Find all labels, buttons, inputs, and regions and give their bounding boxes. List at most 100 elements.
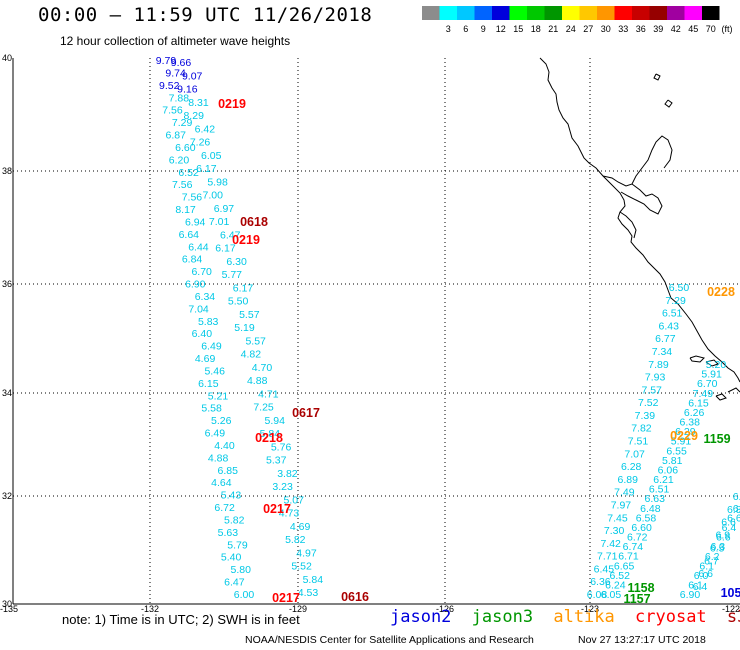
wave-height-label: 7.71	[597, 551, 618, 563]
wave-height-label: 5.58	[201, 403, 222, 415]
wave-height-label: 6.49	[201, 341, 222, 353]
wave-height-label: 7.01	[209, 216, 230, 228]
wave-height-label: 6.9	[716, 530, 731, 542]
wave-height-label: 5.77	[222, 269, 243, 281]
wave-height-label: 6.7	[704, 555, 719, 567]
wave-height-label: 7.04	[188, 303, 209, 315]
scale-tick-label: 24	[566, 24, 576, 34]
wave-height-label: 5.46	[204, 365, 225, 377]
wave-height-label: 5.91	[701, 369, 722, 381]
lat-tick-label: 32	[2, 491, 12, 501]
wave-height-label: 6.28	[621, 461, 642, 473]
wave-height-label: 5.84	[303, 574, 324, 586]
lat-tick-label: 36	[2, 279, 12, 289]
pass-time-label: 0217	[272, 591, 300, 605]
wave-height-label: 4.97	[296, 547, 317, 559]
wave-height-label: 7.89	[648, 359, 669, 371]
wave-height-label: 6.1	[699, 560, 714, 572]
satellite-legend-cryosat: cryosat	[635, 607, 707, 627]
wave-height-label: 6.34	[195, 291, 216, 303]
lat-tick-label: 30	[2, 599, 12, 609]
wave-height-label: 6.51	[649, 484, 670, 496]
wave-height-label: 6.97	[214, 203, 235, 215]
wave-height-label: 7.49	[693, 388, 714, 400]
wave-height-label: 9.52	[159, 80, 180, 92]
california-coastline	[539, 57, 740, 383]
wave-height-label: 6.72	[214, 502, 235, 514]
wave-height-label: 4.73	[279, 508, 300, 520]
wave-height-label: 4.69	[290, 521, 311, 533]
chart-subtitle: 12 hour collection of altimeter wave hei…	[60, 34, 291, 48]
wave-height-label: 9.16	[177, 84, 198, 96]
wave-height-label: 7.45	[607, 512, 628, 524]
lat-tick-label: 40	[2, 53, 12, 63]
wave-height-label: 5.76	[271, 441, 292, 453]
wave-height-label: 6.48	[640, 503, 661, 515]
wave-height-label: 6.29	[675, 426, 696, 438]
wave-height-label: 6.43	[659, 320, 680, 332]
wave-height-label: 7.30	[604, 525, 625, 537]
wave-height-label: 6.49	[205, 428, 226, 440]
wave-height-label: 7.42	[600, 538, 621, 550]
scale-swatch	[422, 6, 440, 20]
wave-height-label: 6.30	[226, 256, 247, 268]
wave-height-label: 6.50	[669, 282, 690, 294]
wave-height-label: 8.31	[188, 97, 209, 109]
channel-islands-2	[705, 359, 719, 367]
wave-height-label: 6.6	[727, 513, 740, 525]
scale-tick-label: 3	[446, 24, 451, 34]
wave-height-label: 6.7	[733, 491, 740, 503]
lon-tick-label: -123	[581, 604, 599, 614]
delta-outline	[631, 135, 673, 185]
wave-height-label: 5.84	[260, 428, 281, 440]
wave-height-label: 6.90	[680, 589, 701, 601]
scale-unit-label: (ft)	[722, 24, 733, 34]
scale-swatch	[579, 6, 597, 20]
scale-tick-label: 36	[636, 24, 646, 34]
scale-tick-label: 39	[653, 24, 663, 34]
channel-islands-1	[689, 355, 705, 363]
lat-tick-label: 38	[2, 166, 12, 176]
wave-height-label: 4.70	[252, 362, 273, 374]
small-lake-1	[653, 73, 661, 81]
wave-height-label: 6.3	[710, 541, 725, 553]
scale-swatch	[562, 6, 580, 20]
wave-height-label: 5.52	[291, 561, 312, 573]
sf-bay	[602, 175, 663, 215]
wave-height-label: 6.77	[655, 333, 676, 345]
wave-height-label: 6.70	[697, 378, 718, 390]
wave-height-label: 5.91	[671, 436, 692, 448]
wave-height-label: 7.26	[190, 137, 211, 149]
wave-height-label: 5.50	[228, 296, 249, 308]
scale-tick-label: 70	[706, 24, 716, 34]
satellite-legend-jason2: jason2	[390, 607, 452, 627]
wave-height-label: 6.05	[601, 589, 622, 601]
pass-time-label: 0219	[218, 97, 246, 111]
wave-height-label: 6.17	[215, 243, 236, 255]
wave-height-label: 6.40	[192, 328, 213, 340]
axis-tick-labels: -135 -132 -129 -126 -123 -122 40 38 36 34 32 30	[0, 53, 740, 614]
scale-swatch	[632, 6, 650, 20]
wave-height-label: 4.82	[241, 349, 262, 361]
wave-height-label: 4.40	[214, 440, 235, 452]
wave-height-label: 7.52	[638, 397, 659, 409]
wave-height-label: 7.51	[628, 436, 649, 448]
pass-time-label: 0229	[670, 429, 698, 443]
wave-height-label: 6.63	[645, 493, 666, 505]
channel-islands-3	[715, 393, 727, 401]
wave-height-label: 7.25	[253, 402, 274, 414]
wave-height-label: 9.07	[182, 70, 203, 82]
pass-time-label: 1158	[627, 581, 654, 595]
scale-swatch	[509, 6, 527, 20]
wave-height-label: 6.84	[182, 254, 203, 266]
wave-height-label: 5.07	[284, 494, 305, 506]
wave-height-label: 6.8	[727, 504, 740, 516]
wave-height-label: 4.71	[258, 388, 279, 400]
wave-height-label: 6.94	[185, 216, 206, 228]
satellite-legend: jason2 jason3 altika cryosat s3a	[390, 607, 740, 627]
wave-height-label: 6.21	[653, 474, 674, 486]
wave-height-label: 4.88	[208, 452, 229, 464]
wave-height-label: 4.69	[195, 353, 216, 365]
pass-time-label: 0218	[255, 431, 283, 445]
wave-height-label: 6.47	[224, 577, 245, 589]
